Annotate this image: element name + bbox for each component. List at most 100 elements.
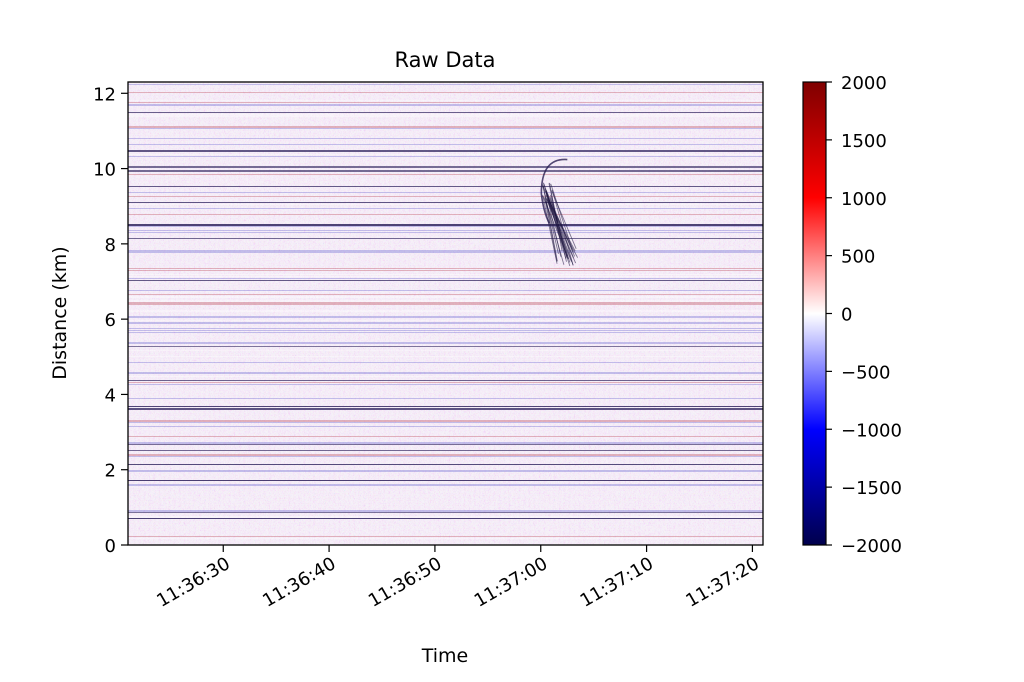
- channel-stripe: [128, 320, 763, 321]
- heatmap: [128, 82, 763, 545]
- x-tick-label: 11:37:20: [682, 553, 763, 612]
- channel-stripe: [128, 296, 763, 298]
- channel-stripe: [128, 456, 763, 457]
- channel-stripe: [128, 332, 763, 333]
- colorbar-tick-label: −1500: [841, 478, 902, 499]
- channel-stripe: [128, 372, 763, 374]
- channel-stripe: [128, 92, 763, 93]
- channel-stripe: [128, 538, 763, 539]
- y-axis: 0 2 4 6 8 10 12: [93, 84, 128, 557]
- channel-stripe: [128, 214, 763, 215]
- channel-stripe: [128, 316, 763, 318]
- channel-stripe: [128, 280, 763, 281]
- channel-stripe: [128, 422, 763, 423]
- y-tick-label: 6: [105, 310, 116, 331]
- channel-stripe: [128, 454, 763, 456]
- signal-streak: [542, 195, 558, 264]
- channel-stripe: [128, 126, 763, 128]
- channel-stripe: [128, 112, 763, 113]
- signal-streak: [544, 197, 558, 262]
- channel-stripe: [128, 464, 763, 465]
- plot-frame: [127, 81, 764, 546]
- channel-stripe: [128, 84, 763, 85]
- channel-stripe: [128, 510, 763, 512]
- channel-stripe: [128, 330, 763, 331]
- signal-streak: [545, 190, 576, 257]
- signal-streak: [545, 191, 575, 258]
- colorbar-tick-label: −2000: [841, 536, 902, 557]
- x-tick-label: 11:37:00: [471, 553, 552, 612]
- channel-stripe: [128, 252, 763, 253]
- channel-stripe: [128, 350, 763, 351]
- channel-stripe: [128, 328, 763, 329]
- y-tick-label: 12: [93, 84, 116, 105]
- signal-streak: [542, 184, 559, 254]
- chart-title: Raw Data: [395, 48, 496, 72]
- channel-stripe: [128, 406, 763, 407]
- channel-stripe: [128, 276, 763, 277]
- channel-stripe: [128, 102, 763, 103]
- channel-stripe: [128, 116, 763, 117]
- channel-stripe: [128, 398, 763, 399]
- heatmap-noise: [128, 82, 763, 545]
- signal-streak: [545, 200, 565, 265]
- channel-stripe: [128, 144, 763, 145]
- channel-stripe: [128, 154, 763, 155]
- x-tick-label: 11:36:30: [153, 553, 234, 612]
- channel-stripe: [128, 304, 763, 305]
- channel-stripe: [128, 536, 763, 537]
- y-axis-label: Distance (km): [49, 246, 71, 379]
- x-tick-label: 11:36:40: [259, 553, 340, 612]
- channel-stripe: [128, 170, 763, 172]
- channel-stripe: [128, 376, 763, 377]
- channel-stripe: [128, 426, 763, 427]
- channel-stripe: [128, 196, 763, 197]
- channel-stripe: [128, 322, 763, 324]
- channel-stripe: [128, 436, 763, 437]
- signal-feature: [540, 158, 579, 267]
- channel-stripe: [128, 208, 763, 209]
- channel-stripe: [128, 356, 763, 357]
- x-axis: 11:36:30 11:36:40 11:36:50 11:37:00 11:37:10…: [153, 545, 763, 612]
- channel-stripe: [128, 408, 763, 410]
- channel-stripe: [128, 114, 763, 116]
- y-tick-label: 2: [105, 461, 116, 482]
- x-tick-label: 11:37:10: [577, 553, 658, 612]
- channel-stripe: [128, 186, 763, 187]
- colorbar-tick-label: 500: [841, 247, 875, 268]
- channel-stripe: [128, 300, 763, 302]
- channel-stripe: [128, 290, 763, 291]
- channel-stripe: [128, 128, 763, 129]
- channel-stripe: [128, 480, 763, 481]
- channel-stripe: [128, 274, 763, 275]
- y-tick-label: 10: [93, 160, 116, 181]
- channel-stripe: [128, 294, 763, 295]
- channel-stripe: [128, 470, 763, 472]
- channel-stripe: [128, 278, 763, 279]
- colorbar-tick-label: 1000: [841, 189, 887, 210]
- colorbar-tick-label: −500: [841, 362, 890, 383]
- channel-stripe: [128, 156, 763, 157]
- channel-stripe: [128, 444, 763, 445]
- channel-stripe: [128, 226, 763, 227]
- channel-stripe: [128, 192, 763, 193]
- colorbar-tick-label: −1000: [841, 420, 902, 441]
- channel-stripe: [128, 484, 763, 486]
- signal-arc: [540, 158, 568, 224]
- channel-stripe: [128, 342, 763, 344]
- channel-stripe: [128, 518, 763, 519]
- channel-stripe: [128, 250, 763, 252]
- colorbar-tick-label: 2000: [841, 73, 887, 94]
- channel-stripe: [128, 442, 763, 444]
- channel-stripe: [128, 104, 763, 106]
- channel-stripe: [128, 382, 763, 383]
- channel-stripe: [128, 512, 763, 513]
- channel-stripe: [128, 202, 763, 203]
- channel-stripe: [128, 224, 763, 226]
- channel-stripe: [128, 270, 763, 271]
- x-tick-label: 11:36:50: [365, 553, 446, 612]
- channel-stripe: [128, 204, 763, 205]
- channel-stripe: [128, 138, 763, 139]
- channel-stripe: [128, 150, 763, 152]
